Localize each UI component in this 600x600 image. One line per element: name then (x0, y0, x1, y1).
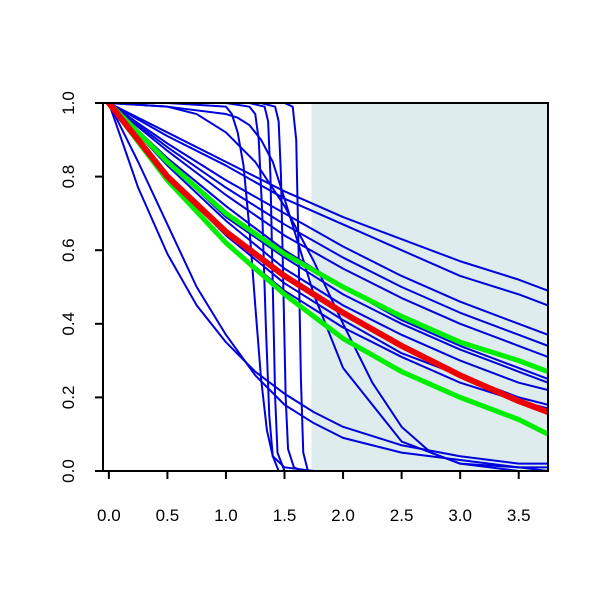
series-line-3 (107, 103, 548, 347)
x-tick-label-4: 2.0 (331, 506, 355, 525)
plot-frame (102, 102, 549, 472)
series-line-20 (106, 103, 548, 375)
series-line-17 (107, 103, 548, 471)
series-line-2 (107, 103, 548, 358)
shaded-region (311, 103, 548, 471)
series-line-21 (106, 103, 548, 437)
x-tick-label-6: 3.0 (448, 506, 472, 525)
y-tick-label-3: 0.6 (59, 238, 78, 262)
series-layer (105, 103, 548, 471)
y-tick-label-4: 0.8 (59, 165, 78, 189)
series-line-12 (107, 103, 548, 465)
axis-layer: 0.0 0.5 1.0 1.5 2.0 2.5 3.0 3.5 0.0 0.2 0.4 0.6 0.8 1… (59, 91, 549, 525)
x-tick-label-3: 1.5 (273, 506, 297, 525)
x-tick-label-1: 0.5 (156, 506, 180, 525)
series-line-11 (107, 103, 548, 469)
series-line-5 (107, 103, 548, 307)
series-line-14 (107, 103, 548, 471)
series-line-15 (107, 103, 548, 471)
y-tick-label-5: 1.0 (59, 91, 78, 115)
series-line-6 (107, 103, 548, 292)
y-tick-label-2: 0.4 (59, 312, 78, 336)
series-line-16 (107, 103, 548, 471)
x-tick-label-2: 1.0 (214, 506, 238, 525)
series-line-19 (107, 103, 548, 471)
x-tick-label-5: 2.5 (390, 506, 414, 525)
series-line-4 (107, 103, 548, 336)
series-line-8 (107, 103, 548, 392)
x-tick-label-7: 3.5 (507, 506, 531, 525)
y-tick-label-0: 0.0 (59, 459, 78, 483)
series-line-22 (105, 103, 548, 416)
y-tick-label-1: 0.2 (59, 386, 78, 410)
x-tick-label-0: 0.0 (97, 506, 121, 525)
series-line-18 (107, 103, 548, 471)
shaded-region-layer (311, 103, 548, 471)
